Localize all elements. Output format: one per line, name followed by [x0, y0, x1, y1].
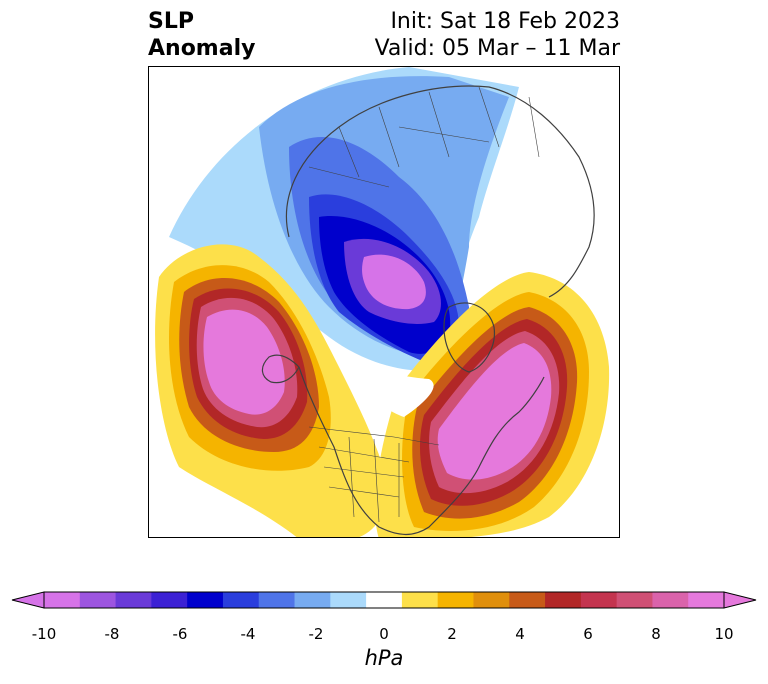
colorbar-tick-label: -2 [308, 625, 324, 643]
colorbar-segment [437, 592, 474, 608]
colorbar-segment [652, 592, 689, 608]
colorbar-segment [258, 592, 296, 608]
atlantic-positive-center [437, 343, 552, 480]
colorbar-segment [151, 592, 188, 608]
colorbar [11, 591, 757, 609]
map-panel [148, 66, 620, 538]
colorbar-segment [115, 592, 152, 608]
init-date: Init: Sat 18 Feb 2023 [390, 9, 620, 34]
title-line-2: Anomaly [148, 36, 256, 61]
us-state-grid [318, 436, 410, 523]
pacific-positive-center [203, 309, 285, 415]
colorbar-frame [43, 591, 725, 609]
colorbar-segment [545, 592, 582, 608]
colorbar-segment [187, 592, 224, 608]
colorbar-tick-label: 8 [651, 625, 661, 643]
eurasia-borders [308, 86, 540, 188]
colorbar-segment [616, 592, 653, 608]
chart-title-dates: Init: Sat 18 Feb 2023 Valid: 05 Mar – 11… [375, 8, 620, 62]
colorbar-segment [401, 592, 439, 608]
colorbar-segment [330, 592, 367, 608]
greenland-coast [443, 302, 496, 373]
neutral-zone [338, 357, 434, 417]
colorbar-tick-label: 10 [714, 625, 734, 643]
north-america-coast [298, 366, 545, 536]
colorbar-over-arrow [723, 591, 757, 609]
colorbar-segment [688, 592, 725, 608]
colorbar-segment [79, 592, 117, 608]
valid-range: Valid: 05 Mar – 11 Mar [374, 36, 620, 61]
colorbar-tick-label: 6 [583, 625, 593, 643]
alaska-coast [261, 354, 300, 384]
eurasia-coast [285, 85, 595, 298]
colorbar-segment [222, 592, 260, 608]
negative-anomaly-center [362, 254, 426, 310]
colorbar-segment [366, 592, 403, 608]
colorbar-tick-label: -6 [172, 625, 188, 643]
chart-title-variable: SLP Anomaly [148, 8, 255, 62]
title-line-1: SLP [148, 9, 194, 34]
us-canada-border [308, 426, 440, 446]
colorbar-segment [580, 592, 618, 608]
colorbar-under-arrow [11, 591, 45, 609]
colorbar-tick-label: 2 [447, 625, 457, 643]
colorbar-tick-label: -8 [104, 625, 120, 643]
colorbar-tick-label: 4 [515, 625, 525, 643]
colorbar-tick-label: -10 [31, 625, 57, 643]
coastlines [261, 85, 595, 536]
colorbar-tick-label: 0 [379, 625, 389, 643]
borders [308, 86, 540, 523]
colorbar-segment [294, 592, 331, 608]
anomaly-map [155, 67, 610, 537]
colorbar-segment [44, 592, 81, 608]
colorbar-tick-label: -4 [240, 625, 256, 643]
colorbar-segment [473, 592, 510, 608]
colorbar-units: hPa [364, 646, 404, 670]
colorbar-segment [509, 592, 546, 608]
